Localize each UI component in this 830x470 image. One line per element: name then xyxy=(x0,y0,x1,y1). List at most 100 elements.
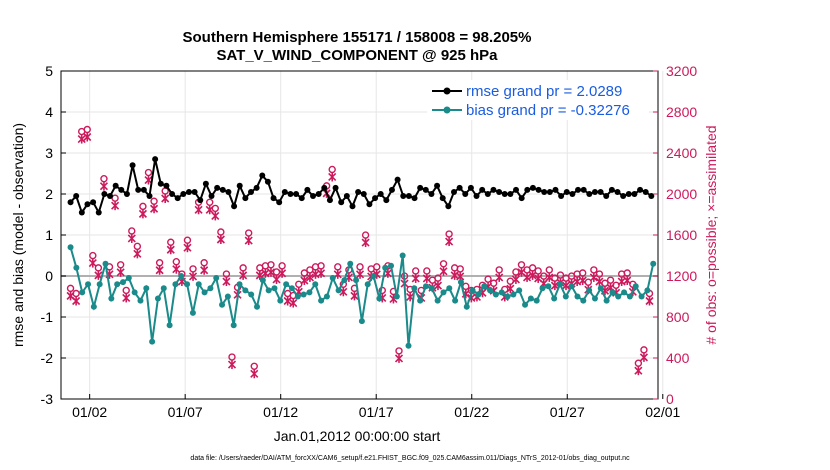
bias-point xyxy=(254,303,261,310)
rmse-point xyxy=(400,193,407,200)
rmse-point xyxy=(586,191,593,197)
y-axis-label-left: rmse and bias (model - observation) xyxy=(10,123,26,347)
bias-point xyxy=(638,293,645,300)
obs-assimilated-marker xyxy=(355,269,365,279)
rmse-point xyxy=(558,193,565,200)
bias-point xyxy=(125,275,132,282)
bias-point xyxy=(172,281,179,288)
bias-point xyxy=(469,287,476,294)
bias-point xyxy=(283,281,290,288)
obs-assimilated-marker xyxy=(88,258,97,268)
legend: rmse grand pr = 2.0289 bias grand pr = -… xyxy=(427,80,649,120)
rmse-point xyxy=(163,182,170,189)
obs-assimilated-marker xyxy=(639,352,649,362)
rmse-point xyxy=(231,203,238,210)
x-tick-label: 01/02 xyxy=(72,404,107,420)
bias-point xyxy=(475,291,482,298)
legend-bias-marker xyxy=(443,106,451,114)
obs-assimilated-marker xyxy=(305,272,314,282)
bias-point xyxy=(85,281,92,288)
rmse-point xyxy=(247,188,254,195)
obs-assimilated-marker xyxy=(227,360,237,370)
rmse-point xyxy=(202,180,209,187)
rmse-point xyxy=(332,184,339,191)
obs-assimilated-marker xyxy=(439,266,448,276)
rmse-point xyxy=(321,184,328,191)
left-tick-label: 5 xyxy=(45,63,53,79)
rmse-point xyxy=(338,199,345,206)
obs-assimilated-marker xyxy=(506,284,515,294)
bias-point xyxy=(277,297,284,304)
bias-point xyxy=(224,293,231,300)
obs-assimilated-marker xyxy=(528,270,537,280)
obs-assimilated-marker xyxy=(272,274,281,284)
rmse-point xyxy=(276,199,283,206)
rmse-point xyxy=(603,193,610,200)
rmse-point xyxy=(208,193,215,200)
bias-point xyxy=(149,338,156,345)
bias-series xyxy=(67,244,657,349)
bias-point xyxy=(370,273,377,279)
rmse-point xyxy=(101,191,108,197)
left-tick-label: 3 xyxy=(45,145,53,161)
obs-assimilated-marker xyxy=(283,296,292,306)
bias-point xyxy=(189,309,196,316)
obs-assimilated-marker xyxy=(522,272,532,282)
obs-assimilated-marker xyxy=(394,353,404,363)
x-tick-label: 01/17 xyxy=(359,404,394,420)
obs-assimilated-marker xyxy=(211,211,220,221)
bias-point xyxy=(242,287,249,294)
bias-point xyxy=(347,260,354,267)
rmse-point xyxy=(642,188,649,195)
rmse-point xyxy=(146,193,153,200)
rmse-point xyxy=(225,188,232,195)
bias-point xyxy=(457,279,464,286)
obs-assimilated-marker xyxy=(166,245,175,255)
obs-assimilated-marker xyxy=(188,271,198,281)
rmse-point xyxy=(264,178,271,185)
bias-point xyxy=(335,287,342,294)
obs-assimilated-marker xyxy=(333,269,342,279)
bias-point xyxy=(440,289,447,296)
bias-point xyxy=(300,291,307,298)
bias-point xyxy=(195,281,202,288)
rmse-point xyxy=(180,191,187,197)
bias-point xyxy=(580,297,587,304)
x-tick-label: 01/12 xyxy=(263,404,298,420)
bias-point xyxy=(108,295,115,302)
bias-point xyxy=(568,283,575,290)
rmse-point xyxy=(541,188,548,195)
obs-assimilated-marker xyxy=(316,268,326,278)
rmse-point xyxy=(394,176,401,183)
bias-point xyxy=(137,297,144,304)
obs-assimilated-marker xyxy=(216,235,225,244)
rmse-point xyxy=(135,186,142,193)
obs-assimilated-marker xyxy=(511,274,520,284)
legend-box xyxy=(427,80,649,120)
rmse-point xyxy=(310,193,317,200)
rmse-point xyxy=(185,188,192,195)
bias-point xyxy=(626,293,633,300)
x-axis-ticks: 01/02 01/07 01/12 01/17 01/22 01/27 02/01 xyxy=(72,394,681,420)
rmse-point xyxy=(157,180,164,187)
obs-assimilated-marker xyxy=(99,181,109,191)
obs-assimilated-marker xyxy=(289,298,298,308)
bias-point xyxy=(527,295,534,302)
chart-subtitle: SAT_V_WIND_COMPONENT @ 925 hPa xyxy=(216,47,498,64)
bias-point xyxy=(411,285,418,292)
obs-assimilated-marker xyxy=(645,296,654,306)
bias-point xyxy=(353,277,360,284)
bias-point xyxy=(166,322,173,329)
rmse-point xyxy=(552,186,559,193)
rmse-point xyxy=(608,186,615,193)
bias-point xyxy=(294,293,301,300)
bias-point xyxy=(154,295,161,302)
rmse-point xyxy=(326,197,333,204)
bias-point xyxy=(288,285,295,292)
rmse-point xyxy=(473,193,480,200)
left-tick-label: -1 xyxy=(41,309,54,325)
rmse-point xyxy=(580,186,587,193)
rmse-point xyxy=(118,186,125,193)
chart-title: Southern Hemisphere 155171 / 158008 = 98… xyxy=(183,29,532,46)
